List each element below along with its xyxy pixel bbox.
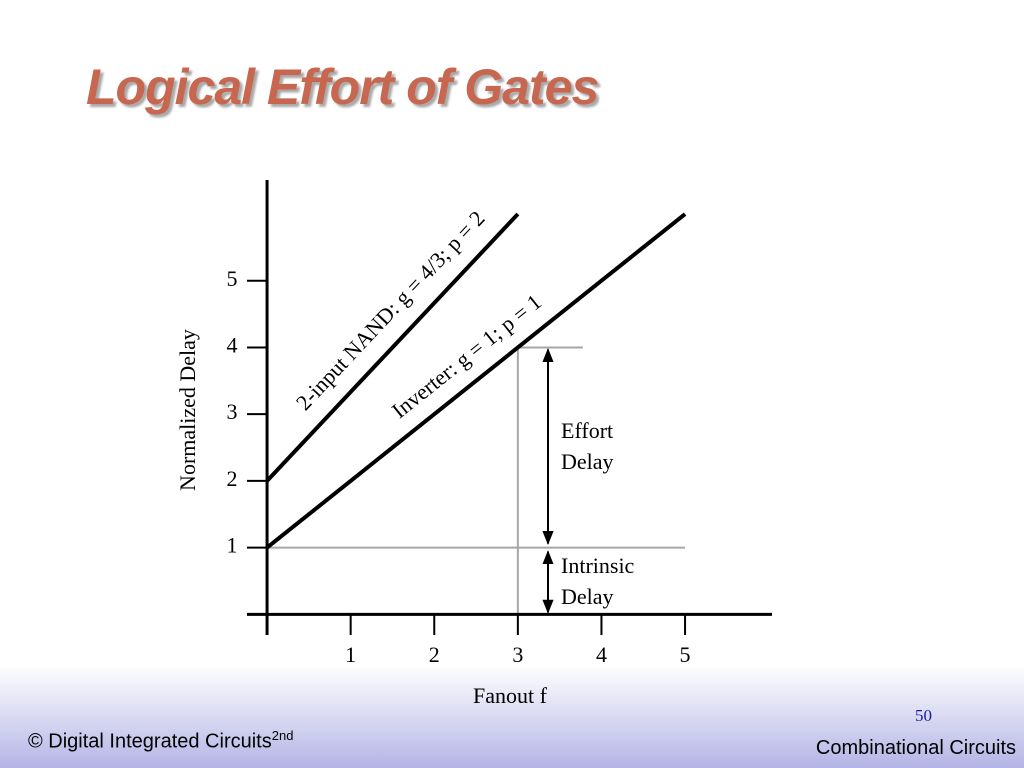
series-label: Inverter: g = 1; p = 1 bbox=[387, 289, 546, 423]
series-label: 2-input NAND: g = 4/3; p = 2 bbox=[291, 206, 490, 415]
series-line bbox=[265, 212, 687, 550]
footer-text: © Digital Integrated Circuits bbox=[28, 730, 272, 753]
annotation: Delay bbox=[561, 584, 614, 609]
y-tick-label: 1 bbox=[227, 533, 238, 558]
footer-sup: 2nd bbox=[271, 728, 294, 743]
slide-title: Logical Effort of Gates bbox=[86, 59, 599, 115]
y-tick-label: 4 bbox=[227, 333, 238, 358]
y-tick-label: 3 bbox=[227, 399, 238, 424]
x-tick-label: 4 bbox=[596, 642, 607, 667]
x-tick-label: 2 bbox=[429, 642, 440, 667]
y-tick-label: 2 bbox=[227, 466, 238, 491]
page-number: 50 bbox=[915, 706, 932, 725]
footer-right: Combinational Circuits bbox=[815, 737, 1016, 759]
y-tick-label: 5 bbox=[227, 266, 238, 291]
x-tick-label: 3 bbox=[512, 642, 523, 667]
x-tick-label: 1 bbox=[345, 642, 356, 667]
y-axis-label: Normalized Delay bbox=[175, 329, 200, 491]
annotation: Delay bbox=[561, 449, 614, 474]
x-axis-label: Fanout f bbox=[473, 683, 548, 708]
series-line bbox=[265, 212, 520, 483]
x-tick-label: 5 bbox=[680, 642, 691, 667]
annotation: Effort bbox=[561, 418, 613, 443]
annotation: Intrinsic bbox=[561, 553, 635, 578]
footer-left: © Digital Integrated Circuits2nd bbox=[28, 728, 293, 754]
